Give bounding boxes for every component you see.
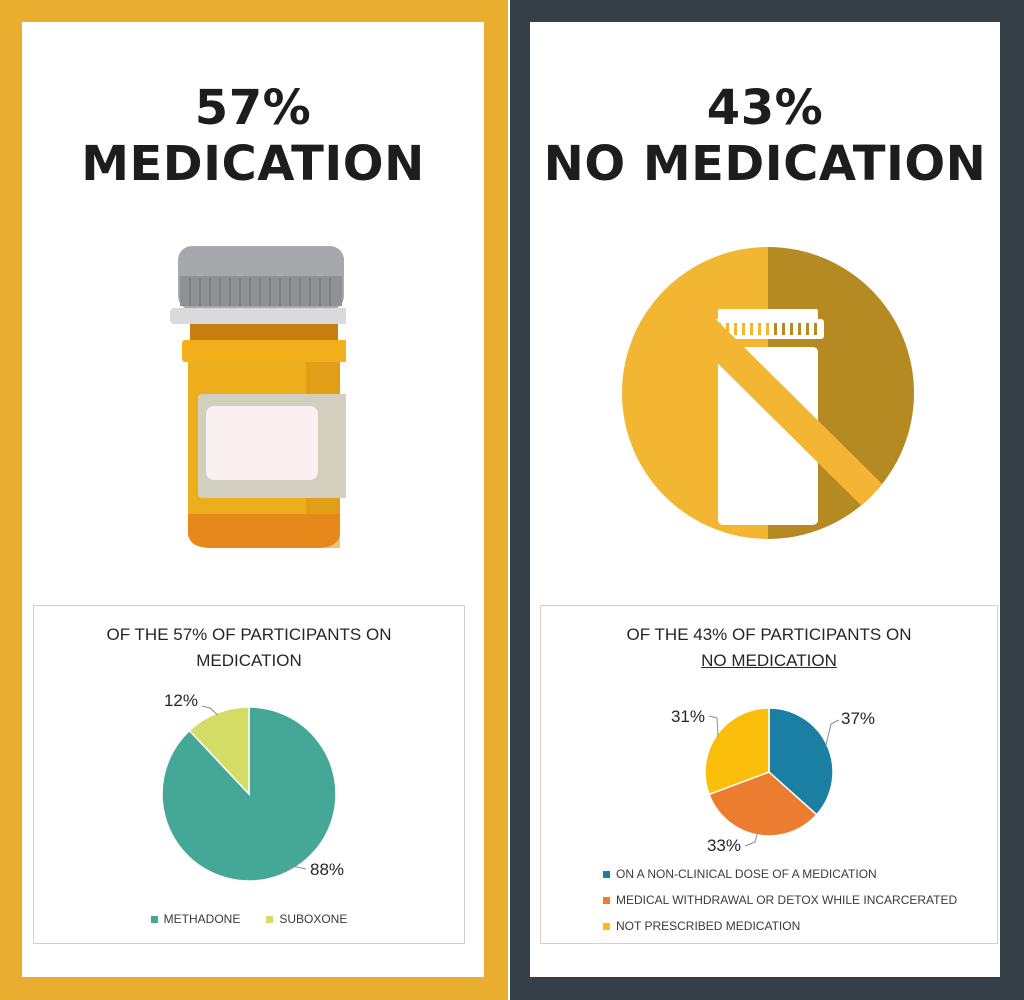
- data-label: 31%: [671, 707, 705, 726]
- no-medication-legend: ON A NON-CLINICAL DOSE OF A MEDICATION ME…: [603, 867, 957, 933]
- data-label: 88%: [310, 860, 344, 879]
- no-medication-chart-title: OF THE 43% OF PARTICIPANTS ON NO MEDICAT…: [541, 622, 997, 674]
- legend-swatch: [603, 870, 610, 878]
- legend-label: MEDICAL WITHDRAWAL OR DETOX WHILE INCARC…: [616, 893, 958, 907]
- leader-line: [825, 719, 840, 747]
- pie-slice-not-prescribed-medication: [704, 707, 770, 796]
- legend-label: METHADONE: [163, 912, 241, 926]
- no-medication-panel: 43% NO MEDICATION: [510, 0, 1024, 1000]
- legend-label: ON A NON-CLINICAL DOSE OF A MEDICATION: [616, 867, 877, 881]
- medication-card: 57% MEDICATION: [22, 22, 484, 977]
- medication-pie: 88% 12%: [161, 691, 344, 882]
- no-medication-chart: OF THE 43% OF PARTICIPANTS ON NO MEDICAT…: [540, 605, 998, 944]
- legend-label: NOT PRESCRIBED MEDICATION: [616, 919, 801, 933]
- pill-bottle-icon: [170, 246, 346, 548]
- data-label: 12%: [164, 691, 198, 710]
- leader-line: [744, 832, 758, 847]
- pie-slice-on-a-non-clinical-dose-of-a-medication: [768, 707, 834, 816]
- no-medication-label: NO MEDICATION: [543, 136, 987, 192]
- no-medication-chart-title-line1: OF THE 43% OF PARTICIPANTS ON: [626, 625, 912, 644]
- legend-label: SUBOXONE: [279, 912, 348, 926]
- no-medication-chart-title-line2: NO MEDICATION: [701, 651, 837, 670]
- legend-swatch: [603, 896, 610, 904]
- medication-label: MEDICATION: [81, 136, 425, 192]
- legend-item: METHADONE: [150, 912, 241, 926]
- medication-chart: OF THE 57% OF PARTICIPANTS ON MEDICATION…: [33, 605, 465, 944]
- legend-item: MEDICAL WITHDRAWAL OR DETOX WHILE INCARC…: [603, 893, 957, 907]
- legend-swatch: [150, 915, 158, 923]
- legend-swatch: [603, 922, 610, 930]
- medication-chart-title-line2: MEDICATION: [196, 651, 302, 670]
- leader-line: [280, 865, 307, 874]
- data-label: 33%: [707, 836, 741, 855]
- no-medication-icon: [622, 247, 914, 539]
- medication-chart-title-line1: OF THE 57% OF PARTICIPANTS ON: [106, 625, 392, 644]
- leader-line: [201, 705, 219, 716]
- medication-legend: METHADONE SUBOXONE: [34, 912, 464, 926]
- data-label: 37%: [841, 709, 875, 728]
- legend-item: NOT PRESCRIBED MEDICATION: [603, 919, 957, 933]
- medication-chart-title: OF THE 57% OF PARTICIPANTS ON MEDICATION: [34, 622, 464, 674]
- no-medication-percent: 43%: [706, 80, 824, 136]
- no-medication-card: 43% NO MEDICATION: [530, 22, 1000, 977]
- leader-line: [708, 715, 719, 737]
- legend-item: SUBOXONE: [266, 912, 347, 926]
- legend-item: ON A NON-CLINICAL DOSE OF A MEDICATION: [603, 867, 957, 881]
- no-medication-pie: 37% 33% 31%: [671, 707, 875, 855]
- pie-slice-suboxone: [188, 706, 250, 796]
- legend-swatch: [266, 915, 274, 923]
- medication-percent: 57%: [194, 80, 312, 136]
- medication-panel: 57% MEDICATION: [0, 0, 508, 1000]
